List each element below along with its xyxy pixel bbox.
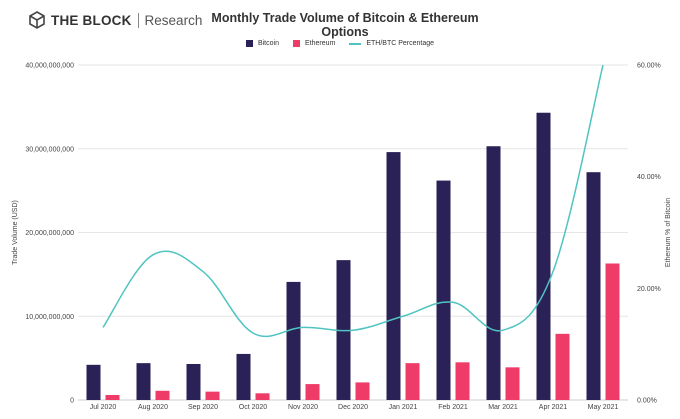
x-tick-label: Apr 2021 (539, 404, 568, 411)
legend-label-ethereum: Ethereum (304, 40, 336, 47)
bar-ethereum (355, 382, 370, 400)
bar-bitcoin (136, 363, 151, 400)
legend-swatch-ethereum (292, 40, 300, 47)
bar-ethereum (255, 393, 270, 400)
bar-bitcoin (536, 112, 551, 401)
bar-bitcoin (486, 146, 501, 400)
bar-bitcoin (436, 180, 451, 400)
x-tick-label: Mar 2021 (488, 404, 518, 411)
series-line-eth-btc-percentage (102, 64, 604, 338)
x-tick-label: Sep 2020 (188, 404, 218, 411)
legend-label-bitcoin: Bitcoin (257, 40, 279, 47)
y-right-axis-label: Ethereum % of Bitcoin (665, 198, 672, 267)
bar-ethereum (455, 362, 470, 400)
x-tick-label: Dec 2020 (338, 404, 368, 411)
bar-bitcoin (236, 353, 251, 400)
legend-item-bitcoin: Bitcoin (245, 40, 279, 47)
bar-ethereum (305, 384, 320, 400)
legend-item-ratio: ETH/BTC Percentage (349, 40, 434, 47)
bar-bitcoin (186, 363, 201, 400)
x-tick-label: May 2021 (588, 404, 619, 411)
chart-title: Monthly Trade Volume of Bitcoin & Ethere… (211, 11, 479, 39)
bar-bitcoin (286, 281, 301, 400)
y-tick-label: 0 (70, 398, 74, 405)
y-axis-label: Trade Volume (USD) (12, 200, 19, 265)
y-tick-label: 20,000,000,000 (25, 230, 74, 237)
bar-bitcoin (86, 364, 101, 400)
brand-divider (137, 12, 139, 28)
bar-bitcoin (386, 152, 401, 400)
x-tick-label: Feb 2021 (438, 404, 468, 411)
y-tick-label: 40,000,000,000 (25, 63, 74, 70)
y-tick-label: 10,000,000,000 (25, 314, 74, 321)
legend-label-ratio: ETH/BTC Percentage (366, 40, 435, 47)
legend-swatch-ratio (349, 42, 362, 45)
legend-item-ethereum: Ethereum (292, 40, 336, 47)
bar-ethereum (605, 263, 620, 400)
bar-ethereum (105, 394, 120, 400)
y-right-tick-label: 60.00% (637, 63, 661, 70)
y-right-tick-label: 40.00% (637, 174, 661, 181)
y-tick-label: 30,000,000,000 (25, 146, 74, 153)
bar-ethereum (505, 367, 520, 400)
brand-name: THE BLOCK (51, 12, 132, 28)
x-tick-label: Jul 2020 (90, 404, 117, 411)
y-right-tick-label: 0.00% (637, 398, 657, 405)
bar-ethereum (555, 333, 570, 400)
x-tick-label: Oct 2020 (239, 404, 268, 411)
chart-legend: Bitcoin Ethereum ETH/BTC Percentage (0, 40, 680, 47)
brand-subname: Research (144, 12, 203, 28)
bar-ethereum (405, 363, 420, 400)
x-tick-label: Aug 2020 (138, 404, 168, 411)
x-tick-label: Jan 2021 (389, 404, 418, 411)
x-tick-label: Nov 2020 (288, 404, 318, 411)
y-right-tick-label: 20.00% (637, 286, 661, 293)
bar-ethereum (205, 391, 220, 400)
block-cube-logo-icon (29, 11, 45, 29)
bar-bitcoin (586, 172, 601, 400)
legend-swatch-bitcoin (245, 40, 253, 47)
brand-logo: THE BLOCK Research (29, 11, 202, 29)
bar-ethereum (155, 390, 170, 400)
